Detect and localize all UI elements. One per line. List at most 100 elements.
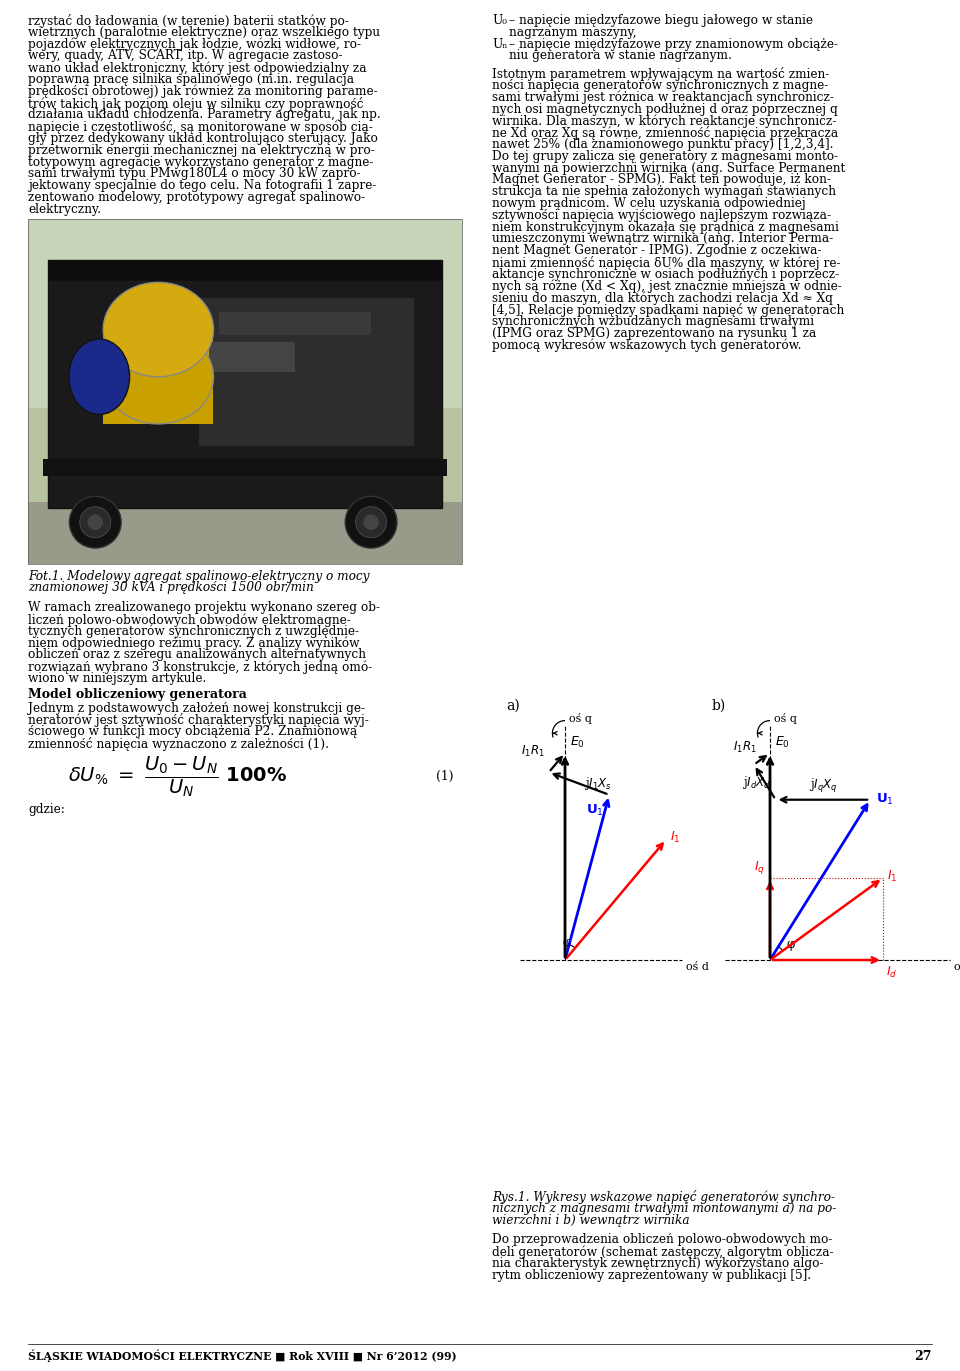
Text: rzystać do ładowania (w terenie) baterii statków po-: rzystać do ładowania (w terenie) baterii… [28, 14, 348, 27]
Text: niu generatora w stanie nagrzanym.: niu generatora w stanie nagrzanym. [509, 49, 732, 63]
Text: przetwornik energii mechanicznej na elektryczną w pro-: przetwornik energii mechanicznej na elek… [28, 144, 374, 156]
Ellipse shape [69, 339, 130, 414]
Bar [28, 218, 462, 563]
Text: ności napięcia generatorów synchronicznych z magne-: ności napięcia generatorów synchroniczny… [492, 80, 828, 92]
Text: Jednym z podstawowych założeń nowej konstrukcji ge-: Jednym z podstawowych założeń nowej kons… [28, 702, 365, 714]
Text: totypowym agregacie wykorzystano generator z magne-: totypowym agregacie wykorzystano generat… [28, 155, 373, 169]
Circle shape [363, 514, 379, 531]
Text: elektryczny.: elektryczny. [28, 203, 101, 215]
Text: gły przez dedykowany układ kontrolująco sterujący. Jako: gły przez dedykowany układ kontrolująco … [28, 132, 378, 145]
Text: $\mathit{I}_1$: $\mathit{I}_1$ [670, 829, 681, 845]
Text: $\mathit{I}_q$: $\mathit{I}_q$ [755, 860, 765, 876]
Text: Istotnym parametrem wpływającym na wartość zmien-: Istotnym parametrem wpływającym na warto… [492, 67, 829, 81]
Text: U₀: U₀ [492, 14, 507, 27]
Text: sieniu do maszyn, dla których zachodzi relacja Xd ≈ Xq: sieniu do maszyn, dla których zachodzi r… [492, 292, 833, 304]
Text: obliczeń oraz z szeregu analizowanych alternatywnych: obliczeń oraz z szeregu analizowanych al… [28, 648, 366, 661]
Ellipse shape [103, 329, 213, 424]
Circle shape [346, 496, 396, 548]
Bar [28, 218, 462, 409]
Text: W ramach zrealizowanego projektu wykonano szereg ob-: W ramach zrealizowanego projektu wykonan… [28, 602, 380, 614]
Text: poprawną pracę silnika spalinowego (m.in. regulacja: poprawną pracę silnika spalinowego (m.in… [28, 73, 354, 86]
Text: φ: φ [787, 938, 795, 950]
Text: ŚLĄSKIE WIADOMOŚCI ELEKTRYCZNE ■ Rok XVIII ■ Nr 6’2012 (99): ŚLĄSKIE WIADOMOŚCI ELEKTRYCZNE ■ Rok XVI… [28, 1350, 457, 1363]
Text: prędkości obrotowej) jak również za monitoring parame-: prędkości obrotowej) jak również za moni… [28, 85, 377, 99]
Bar [220, 313, 372, 335]
Text: oś d: oś d [686, 962, 708, 972]
Circle shape [87, 514, 103, 531]
Bar [103, 329, 213, 424]
Text: nia charakterystyk zewnętrznych) wykorzystano algo-: nia charakterystyk zewnętrznych) wykorzy… [492, 1257, 824, 1270]
Text: b): b) [711, 698, 726, 713]
Text: $\mathbf{U}_1$: $\mathbf{U}_1$ [876, 792, 894, 808]
Text: $\mathit{I}_1\mathit{R}_1$: $\mathit{I}_1\mathit{R}_1$ [733, 740, 757, 755]
Text: zentowano modelowy, prototypowy agregat spalinowo-: zentowano modelowy, prototypowy agregat … [28, 191, 365, 204]
Text: nawet 25% (dla znamionowego punktu pracy) [1,2,3,4].: nawet 25% (dla znamionowego punktu pracy… [492, 138, 833, 151]
Text: wery, quady, ATV, SCART, itp. W agregacie zastoso-: wery, quady, ATV, SCART, itp. W agregaci… [28, 49, 343, 63]
Text: niem konstrukcyjnym okazała się prądnica z magnesami: niem konstrukcyjnym okazała się prądnica… [492, 221, 839, 233]
Text: 27: 27 [915, 1350, 932, 1363]
Text: $\mathit{I}_1$: $\mathit{I}_1$ [887, 868, 898, 883]
Text: Do przeprowadzenia obliczeń polowo-obwodowych mo-: Do przeprowadzenia obliczeń polowo-obwod… [492, 1234, 832, 1246]
Text: Model obliczeniowy generatora: Model obliczeniowy generatora [28, 688, 247, 701]
Text: – napięcie międzyfazowe przy znamionowym obciąże-: – napięcie międzyfazowe przy znamionowym… [509, 37, 838, 51]
Text: wano układ elektroniczny, który jest odpowiedzialny za: wano układ elektroniczny, który jest odp… [28, 62, 367, 74]
Ellipse shape [103, 282, 213, 377]
Text: j$\mathit{I}_1\mathit{X}_s$: j$\mathit{I}_1\mathit{X}_s$ [584, 775, 612, 792]
Text: Do tej grupy zalicza się generatory z magnesami monto-: Do tej grupy zalicza się generatory z ma… [492, 149, 838, 163]
Text: trów takich jak poziom oleju w silniku czy poprawność: trów takich jak poziom oleju w silniku c… [28, 96, 364, 111]
Text: j$\mathit{I}_d\mathit{X}_d$: j$\mathit{I}_d\mathit{X}_d$ [741, 773, 771, 791]
Bar [208, 341, 296, 372]
Text: a): a) [507, 698, 520, 713]
Text: $\mathbf{U}_1$: $\mathbf{U}_1$ [587, 803, 604, 818]
Text: gdzie:: gdzie: [28, 803, 65, 816]
Text: niem odpowiedniego reżimu pracy. Z analizy wyników: niem odpowiedniego reżimu pracy. Z anali… [28, 636, 359, 650]
Text: działania układu chłodzenia. Parametry agregatu, jak np.: działania układu chłodzenia. Parametry a… [28, 108, 381, 122]
Text: wiono w niniejszym artykule.: wiono w niniejszym artykule. [28, 672, 206, 686]
Text: $\mathit{I}_d$: $\mathit{I}_d$ [886, 965, 898, 980]
Text: znamionowej 30 kVA i prędkości 1500 obr/min: znamionowej 30 kVA i prędkości 1500 obr/… [28, 581, 314, 595]
Text: liczeń polowo-obwodowych obwodów elektromagne-: liczeń polowo-obwodowych obwodów elektro… [28, 613, 350, 627]
Text: nicznych z magnesami trwałymi montowanymi a) na po-: nicznych z magnesami trwałymi montowanym… [492, 1202, 836, 1215]
Text: nent Magnet Generator - IPMG). Zgodnie z oczekiwa-: nent Magnet Generator - IPMG). Zgodnie z… [492, 244, 822, 258]
Text: oś q: oś q [774, 713, 797, 724]
Circle shape [80, 507, 110, 537]
Text: Uₙ: Uₙ [492, 37, 508, 51]
Text: oś q: oś q [569, 713, 592, 724]
Bar [28, 502, 462, 563]
Text: wierzchni i b) wewnątrz wirnika: wierzchni i b) wewnątrz wirnika [492, 1213, 689, 1227]
Text: – napięcie międzyfazowe biegu jałowego w stanie: – napięcie międzyfazowe biegu jałowego w… [509, 14, 813, 27]
Bar [48, 260, 442, 509]
Text: (IPMG oraz SPMG) zaprezentowano na rysunku 1 za: (IPMG oraz SPMG) zaprezentowano na rysun… [492, 326, 816, 340]
Text: ściowego w funkcji mocy obciążenia P2. Znamionową: ściowego w funkcji mocy obciążenia P2. Z… [28, 725, 357, 738]
Text: pojazdów elektrycznych jak łodzie, wózki widłowe, ro-: pojazdów elektrycznych jak łodzie, wózki… [28, 37, 361, 51]
Text: tycznych generatorów synchronicznych z uwzględnie-: tycznych generatorów synchronicznych z u… [28, 625, 359, 639]
Text: aktancje synchroniczne w osiach podłużnych i poprzecz-: aktancje synchroniczne w osiach podłużny… [492, 267, 839, 281]
Text: sztywności napięcia wyjściowego najlepszym rozwiąza-: sztywności napięcia wyjściowego najlepsz… [492, 208, 831, 222]
Text: wanymi na powierzchni wirnika (ang. Surface Permanent: wanymi na powierzchni wirnika (ang. Surf… [492, 162, 845, 174]
Text: $\mathit{I}_1\mathit{R}_1$: $\mathit{I}_1\mathit{R}_1$ [521, 743, 545, 758]
Text: sami trwałymi typu PMwg180L4 o mocy 30 kW zapro-: sami trwałymi typu PMwg180L4 o mocy 30 k… [28, 167, 361, 181]
Text: zmienność napięcia wyznaczono z zależności (1).: zmienność napięcia wyznaczono z zależnoś… [28, 738, 329, 751]
Text: [4,5]. Relacje pomiędzy spadkami napięć w generatorach: [4,5]. Relacje pomiędzy spadkami napięć … [492, 303, 844, 317]
Text: (1): (1) [436, 771, 453, 783]
Circle shape [69, 496, 121, 548]
Text: oś d: oś d [954, 962, 960, 972]
Text: deli generatorów (schemat zastępczy, algorytm oblicza-: deli generatorów (schemat zastępczy, alg… [492, 1245, 833, 1259]
Text: $\delta U_{\%}\ =\ \dfrac{U_0 - U_N}{U_N}\ \mathbf{100\%}$: $\delta U_{\%}\ =\ \dfrac{U_0 - U_N}{U_N… [68, 754, 287, 799]
Text: Fot.1. Modelowy agregat spalinowo-elektryczny o mocy: Fot.1. Modelowy agregat spalinowo-elektr… [28, 569, 370, 583]
Text: wietrznych (paralotnie elektryczne) oraz wszelkiego typu: wietrznych (paralotnie elektryczne) oraz… [28, 26, 380, 38]
Text: $\mathit{E}_0$: $\mathit{E}_0$ [775, 735, 790, 750]
Text: ne Xd oraz Xq są równe, zmienność napięcia przekracza: ne Xd oraz Xq są równe, zmienność napięc… [492, 126, 838, 140]
Bar [43, 459, 447, 476]
Text: jektowany specjalnie do tego celu. Na fotografii 1 zapre-: jektowany specjalnie do tego celu. Na fo… [28, 180, 376, 192]
Text: $\mathit{E}_0$: $\mathit{E}_0$ [570, 735, 585, 750]
Text: strukcja ta nie spełnia założonych wymagań stawianych: strukcja ta nie spełnia założonych wymag… [492, 185, 836, 199]
Circle shape [355, 507, 387, 537]
Text: φ: φ [562, 936, 570, 949]
Text: rytm obliczeniowy zaprezentowany w publikacji [5].: rytm obliczeniowy zaprezentowany w publi… [492, 1268, 811, 1282]
Text: napięcie i częstotliwość, są monitorowane w sposób cią-: napięcie i częstotliwość, są monitorowan… [28, 121, 372, 134]
Text: wirnika. Dla maszyn, w których reaktancje synchronicz-: wirnika. Dla maszyn, w których reaktancj… [492, 114, 836, 128]
Text: nych są różne (Xd < Xq), jest znacznie mniejsza w odnie-: nych są różne (Xd < Xq), jest znacznie m… [492, 280, 842, 293]
Bar [48, 260, 442, 280]
Bar [198, 298, 415, 447]
